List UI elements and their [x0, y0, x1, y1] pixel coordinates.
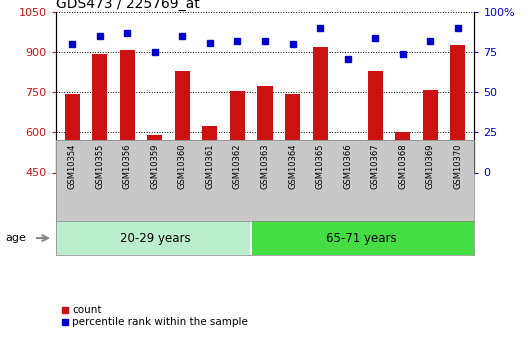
- Text: GSM10369: GSM10369: [426, 144, 435, 189]
- Bar: [120, 49, 135, 172]
- Bar: [251, 221, 474, 255]
- Bar: [395, 132, 410, 172]
- Bar: [56, 221, 251, 255]
- Bar: [450, 46, 465, 172]
- Bar: [368, 71, 383, 172]
- Text: GSM10361: GSM10361: [206, 144, 215, 189]
- Text: GSM10356: GSM10356: [123, 144, 132, 189]
- Bar: [92, 53, 107, 172]
- Legend: count, percentile rank within the sample: count, percentile rank within the sample: [61, 305, 248, 327]
- Bar: [258, 86, 272, 172]
- Text: GDS473 / 225769_at: GDS473 / 225769_at: [56, 0, 199, 11]
- Text: age: age: [5, 233, 26, 243]
- Text: GSM10370: GSM10370: [453, 144, 462, 189]
- Bar: [285, 93, 300, 172]
- Bar: [340, 151, 355, 172]
- Text: GSM10366: GSM10366: [343, 144, 352, 189]
- Text: GSM10359: GSM10359: [151, 144, 160, 189]
- Bar: [65, 93, 80, 172]
- Text: GSM10368: GSM10368: [398, 144, 407, 189]
- Text: GSM10365: GSM10365: [315, 144, 324, 189]
- Bar: [175, 71, 190, 172]
- Text: GSM10363: GSM10363: [261, 144, 269, 189]
- Text: GSM10362: GSM10362: [233, 144, 242, 189]
- Text: 65-71 years: 65-71 years: [326, 231, 397, 245]
- Bar: [230, 91, 245, 172]
- Text: 20-29 years: 20-29 years: [119, 231, 190, 245]
- Bar: [423, 90, 438, 172]
- Text: GSM10360: GSM10360: [178, 144, 187, 189]
- Bar: [202, 126, 217, 172]
- Text: GSM10367: GSM10367: [370, 144, 379, 189]
- Text: GSM10354: GSM10354: [68, 144, 77, 189]
- Bar: [313, 47, 328, 172]
- Text: GSM10364: GSM10364: [288, 144, 297, 189]
- Text: GSM10355: GSM10355: [95, 144, 104, 189]
- Bar: [147, 135, 162, 172]
